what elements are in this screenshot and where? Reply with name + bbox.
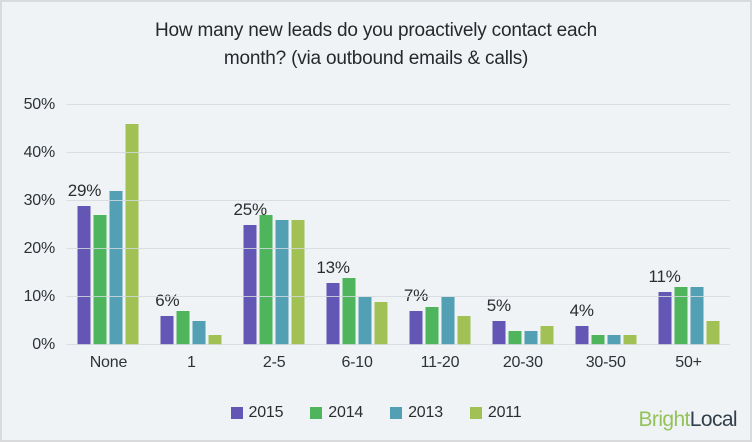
bar-2011 [291, 220, 305, 345]
bar-group: 7% 11-20 [399, 105, 482, 371]
bar-2011 [540, 325, 554, 345]
bar-2011 [374, 301, 388, 345]
gridline [67, 152, 730, 153]
data-label: 4% [569, 300, 594, 320]
bar-group: 5% 20-30 [481, 105, 564, 371]
y-axis-tick-label: 10% [23, 288, 56, 305]
x-axis-tick-label: 6-10 [341, 354, 373, 371]
bar-2011 [125, 124, 139, 345]
gridline [67, 248, 730, 249]
y-axis-tick-label: 0% [32, 336, 55, 353]
legend-item-2014: 2014 [310, 404, 363, 422]
bar-cluster: 29% [68, 105, 139, 345]
data-label: 7% [403, 286, 429, 306]
bar-group: 11% 50+ [647, 105, 730, 371]
y-axis-tick-label: 40% [23, 144, 56, 161]
bar-2015: 29% [68, 181, 101, 345]
legend-label: 2014 [328, 404, 364, 421]
bar-2015: 13% [316, 258, 350, 345]
logo-local: Local [689, 408, 738, 431]
bar-2015: 11% [648, 267, 681, 345]
bar-2014 [591, 335, 605, 345]
logo-bright: Bright [638, 408, 691, 431]
legend-item-2013: 2013 [390, 404, 443, 422]
bar-2015: 6% [155, 291, 180, 345]
bar-2011 [623, 335, 637, 345]
x-axis-tick-label: 50+ [675, 354, 702, 371]
gridline [67, 344, 730, 345]
legend-item-2015: 2015 [230, 404, 284, 422]
bar-2013 [358, 297, 372, 345]
legend-label: 2013 [408, 404, 443, 421]
data-label: 13% [316, 257, 350, 277]
bar-2015: 25% [233, 200, 267, 345]
bar-cluster: 11% [648, 105, 720, 345]
x-axis-tick-label: None [89, 354, 128, 371]
bar-cluster: 25% [233, 105, 305, 345]
bar-2014 [176, 311, 190, 345]
data-label: 29% [67, 180, 102, 200]
legend-swatch [469, 407, 482, 419]
bar-cluster: 13% [316, 105, 388, 345]
bar-2014 [425, 306, 439, 345]
bar-2014 [342, 277, 356, 345]
bar-2011 [208, 335, 222, 345]
bar-2013 [275, 220, 289, 345]
gridline [67, 200, 730, 201]
legend-item-2011: 2011 [469, 404, 522, 422]
data-label: 11% [648, 267, 681, 287]
legend-swatch [310, 407, 323, 419]
x-axis-tick-label: 11-20 [420, 354, 460, 371]
bar-group: 25% 2-5 [233, 105, 316, 371]
bar-2013 [690, 287, 704, 345]
gridline [67, 104, 730, 105]
bar-2011 [457, 316, 471, 345]
bar-2015: 5% [487, 296, 511, 345]
bar-2014 [508, 330, 522, 345]
bar-group: 29% None [67, 105, 150, 371]
bar-2013 [109, 191, 123, 345]
bar-2014 [259, 215, 273, 345]
x-axis-tick-label: 2-5 [262, 354, 286, 371]
bar-group: 4% 30-50 [564, 105, 647, 371]
plot-area: 0% 10% 20% 30% 40% 50% 29% None 6% 1 25% 2-5 13% 6-10… [24, 96, 730, 371]
y-axis-tick-label: 20% [23, 240, 56, 257]
legend: 2015 2014 2013 2011 [2, 404, 750, 422]
data-label: 5% [486, 296, 511, 315]
chart-title-line2: month? (via outbound emails & calls) [223, 48, 529, 69]
bar-2014 [674, 287, 688, 345]
data-label: 6% [155, 291, 180, 311]
bar-2014 [93, 215, 107, 345]
bar-2015: 4% [570, 301, 594, 345]
gridline [67, 296, 730, 297]
chart-title: How many new leads do you proactively co… [2, 17, 750, 73]
brand-logo: BrightLocal [638, 408, 738, 432]
x-axis-tick-label: 20-30 [502, 354, 543, 371]
bar-cluster: 4% [570, 105, 637, 345]
y-axis-tick-label: 30% [23, 192, 56, 209]
y-axis-tick-label: 50% [23, 96, 56, 113]
x-axis-tick-label: 30-50 [585, 354, 626, 371]
legend-label: 2011 [487, 404, 522, 421]
x-axis-tick-label: 1 [186, 354, 196, 371]
bar-2015: 7% [404, 286, 428, 345]
legend-label: 2015 [248, 404, 284, 421]
bar-cluster: 7% [404, 105, 471, 345]
bar-group: 13% 6-10 [316, 105, 399, 371]
bar-2013 [607, 335, 621, 345]
chart-title-line1: How many new leads do you proactively co… [154, 20, 598, 41]
bar-cluster: 6% [155, 105, 222, 345]
legend-swatch [230, 407, 243, 419]
bar-2013 [524, 330, 538, 345]
bar-2013 [192, 321, 206, 345]
data-label: 25% [233, 200, 267, 219]
bar-2013 [441, 297, 455, 345]
bar-group: 6% 1 [150, 105, 233, 371]
bar-2011 [706, 321, 720, 345]
bar-cluster: 5% [487, 105, 554, 345]
legend-swatch [390, 407, 403, 419]
